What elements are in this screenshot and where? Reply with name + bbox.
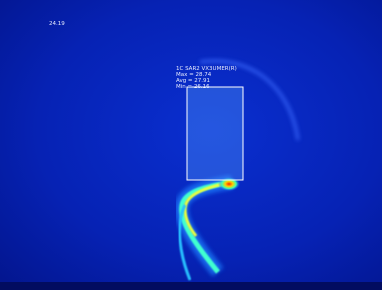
thermal-image: 24.19 1C SAR2 VX3UMER(R) Max = 28.74 Avg… <box>0 0 382 290</box>
corner-reading: 24.19 <box>49 21 65 27</box>
roi-min: Min = 26.16 <box>176 84 210 90</box>
bottom-band <box>0 282 382 290</box>
page: 24.19 1C SAR2 VX3UMER(R) Max = 28.74 Avg… <box>0 0 382 290</box>
roi-box <box>187 87 243 180</box>
